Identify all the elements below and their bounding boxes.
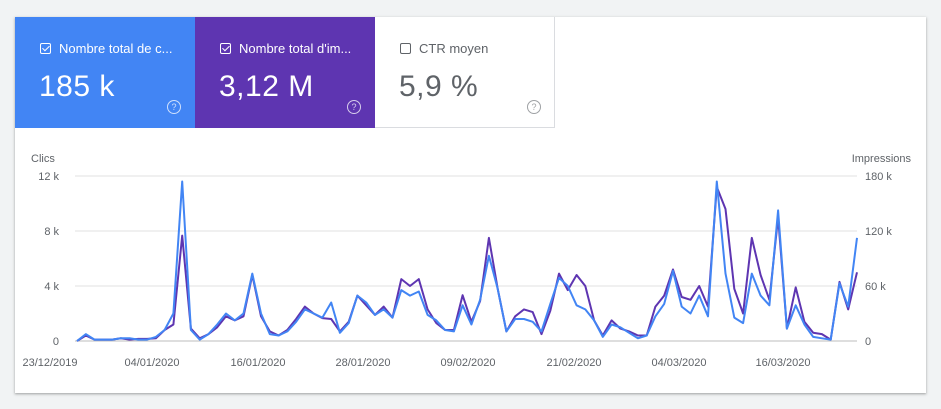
metric-value: 3,12 M: [219, 70, 314, 103]
impressions-series-line: [76, 186, 858, 342]
metric-total-impressions[interactable]: Nombre total d'im... 3,12 M ?: [195, 17, 375, 128]
x-tick-label: 23/12/2019: [22, 357, 77, 369]
right-tick-label: 120 k: [865, 226, 892, 238]
right-tick-label: 180 k: [865, 171, 892, 183]
left-tick-label: 12 k: [38, 171, 59, 183]
checkbox-unchecked-icon[interactable]: [400, 43, 411, 54]
performance-card: Nombre total de c... 185 k ? Nombre tota…: [15, 17, 926, 393]
x-tick-label: 09/02/2020: [440, 357, 495, 369]
left-tick-label: 4 k: [44, 281, 59, 293]
left-tick-label: 8 k: [44, 226, 59, 238]
x-tick-label: 16/03/2020: [755, 357, 810, 369]
right-axis-title: Impressions: [851, 153, 911, 165]
x-tick-label: 16/01/2020: [230, 357, 285, 369]
metric-total-clicks[interactable]: Nombre total de c... 185 k ?: [15, 17, 195, 128]
x-tick-label: 04/01/2020: [124, 357, 179, 369]
x-tick-label: 21/02/2020: [546, 357, 601, 369]
help-icon[interactable]: ?: [527, 100, 541, 114]
left-tick-label: 0: [53, 336, 59, 348]
left-axis-title: Clics: [31, 153, 55, 165]
metric-value: 5,9 %: [399, 70, 479, 103]
checkbox-checked-icon[interactable]: [40, 43, 51, 54]
x-tick-label: 04/03/2020: [651, 357, 706, 369]
metric-average-ctr[interactable]: CTR moyen 5,9 % ?: [375, 17, 555, 128]
metric-label: CTR moyen: [419, 41, 489, 56]
metric-label: Nombre total de c...: [59, 41, 173, 56]
checkbox-checked-icon[interactable]: [220, 43, 231, 54]
x-tick-label: 28/01/2020: [335, 357, 390, 369]
help-icon[interactable]: ?: [167, 100, 181, 114]
metric-value: 185 k: [39, 70, 115, 103]
line-chart[interactable]: 12 k 180 k 8 k 120 k 4 k 60 k 0 0 23/12/2019 04/0…: [15, 17, 926, 393]
right-tick-label: 60 k: [865, 281, 886, 293]
clicks-series-line: [76, 180, 858, 342]
help-icon[interactable]: ?: [347, 100, 361, 114]
right-tick-label: 0: [865, 336, 871, 348]
metric-label: Nombre total d'im...: [239, 41, 352, 56]
